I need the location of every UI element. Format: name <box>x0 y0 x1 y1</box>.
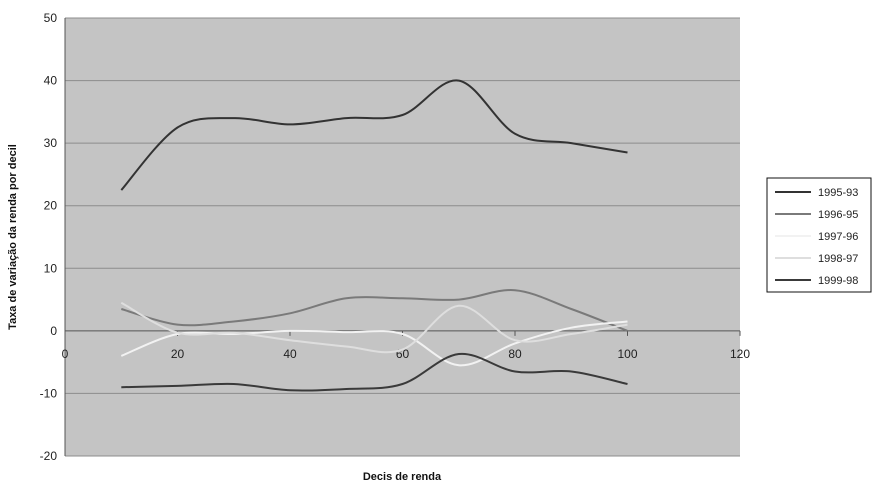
y-tick-label: 50 <box>44 11 58 25</box>
series-line-1995-93 <box>120 79 628 191</box>
data-series <box>120 79 628 392</box>
legend-label: 1998-97 <box>818 253 858 265</box>
y-tick-label: 30 <box>44 136 58 150</box>
x-tick-label: 120 <box>730 347 750 361</box>
legend-label: 1999-98 <box>818 275 858 287</box>
y-axis-title: Taxa de variação da renda por decil <box>7 144 19 330</box>
legend-label: 1997-96 <box>818 231 858 243</box>
x-tick-label: 40 <box>283 347 297 361</box>
series-line-1996-95 <box>121 289 628 332</box>
y-tick-label: 40 <box>44 74 58 88</box>
series-line-1997-96 <box>120 320 628 367</box>
x-axis-title: Decis de renda <box>363 471 442 483</box>
y-tick-label: -20 <box>40 449 58 463</box>
y-tick-label: 20 <box>44 199 58 213</box>
x-tick-label: 0 <box>62 347 69 361</box>
series-line-1999-98 <box>121 352 628 392</box>
legend-label: 1995-93 <box>818 187 858 199</box>
y-tick-label: 0 <box>50 324 57 338</box>
gridlines <box>65 17 740 457</box>
x-tick-label: 80 <box>508 347 522 361</box>
plot-area <box>65 18 740 456</box>
legend-label: 1996-95 <box>818 209 858 221</box>
x-tick-label: 100 <box>617 347 637 361</box>
series-line-1998-97 <box>120 301 628 354</box>
legend: 1995-93 1996-95 1997-96 1998-97 1999-98 <box>766 177 872 293</box>
x-tick-label: 20 <box>171 347 185 361</box>
y-tick-label: -10 <box>40 386 58 400</box>
y-tick-label: 10 <box>44 261 58 275</box>
